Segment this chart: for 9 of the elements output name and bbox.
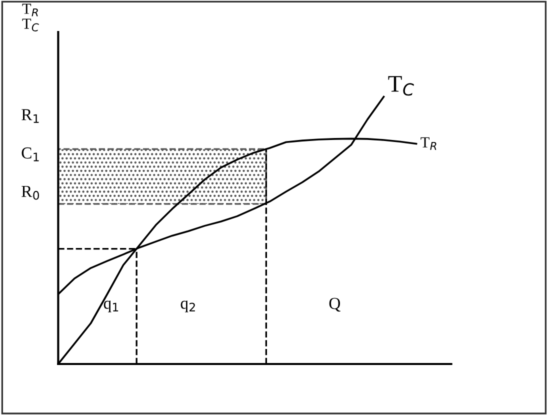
text: R$_{1}$ bbox=[22, 109, 39, 123]
annotation: q$_{1}$ bbox=[104, 300, 118, 312]
series-label: T$_{C}$ bbox=[388, 76, 414, 96]
text: C$_{1}$ bbox=[22, 147, 39, 162]
annotation: Q bbox=[329, 298, 340, 312]
y-axis-title: T$_{R}$ T$_{C}$ bbox=[22, 4, 39, 32]
series-label: T$_{R}$ bbox=[420, 137, 436, 150]
text: R$_{0}$ bbox=[22, 186, 40, 200]
annotation: q$_{2}$ bbox=[180, 300, 195, 312]
